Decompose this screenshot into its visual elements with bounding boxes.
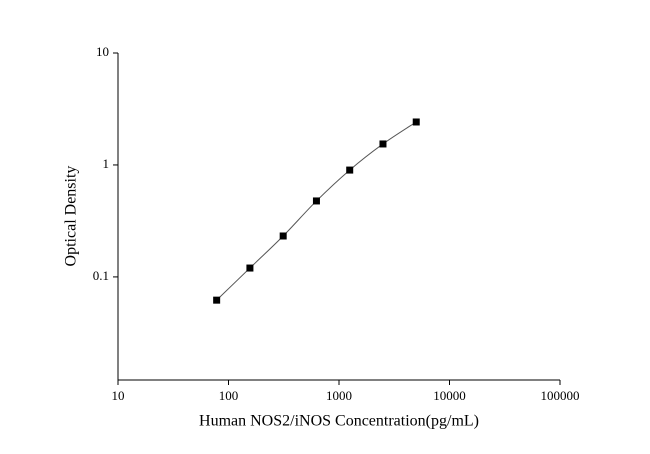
data-point [213, 296, 221, 304]
data-point [412, 118, 420, 126]
y-tick-label: 0.1 [93, 268, 109, 283]
x-tick-label: 10000 [433, 388, 466, 403]
x-tick-label: 1000 [326, 388, 352, 403]
data-point [279, 232, 287, 240]
y-tick-label: 1 [103, 156, 110, 171]
y-axis-title: Optical Density [63, 166, 80, 267]
data-point [379, 140, 387, 148]
x-tick-label: 10 [112, 388, 125, 403]
y-tick-label: 10 [96, 44, 109, 59]
x-tick-label: 100 [219, 388, 239, 403]
data-point [312, 197, 320, 205]
x-axis-title: Human NOS2/iNOS Concentration(pg/mL) [199, 413, 479, 430]
data-point [246, 264, 254, 272]
fit-curve [216, 121, 417, 301]
x-tick-label: 100000 [541, 388, 580, 403]
data-point [346, 166, 354, 174]
